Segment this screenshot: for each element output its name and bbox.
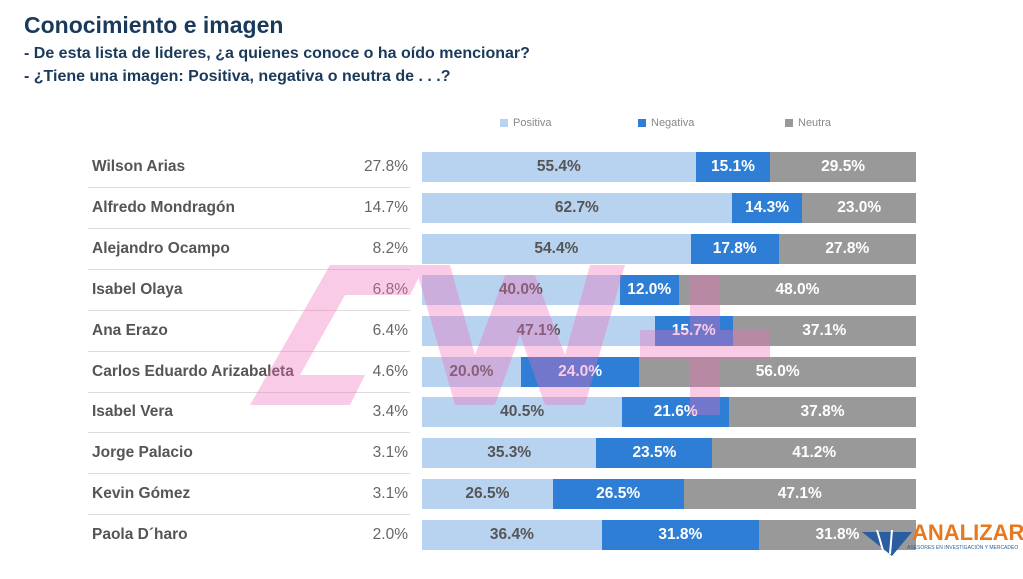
bar-negativa: 15.7% (654, 315, 733, 346)
bar-neutra: 23.0% (802, 192, 916, 223)
awareness-value: 8.2% (372, 239, 408, 257)
legend-neutra: Neutra (785, 117, 831, 129)
legend-label: Positiva (513, 117, 552, 129)
bar-neutra: 47.1% (683, 479, 916, 510)
logo-tagline: ASESORES EN INVESTIGACIÓN Y MERCADEO (907, 545, 1019, 551)
awareness-value: 6.8% (340, 275, 408, 305)
bar-negativa: 17.8% (690, 233, 779, 264)
row-divider (88, 473, 410, 475)
question-1: - De esta lista de lideres, ¿a quienes c… (24, 45, 530, 62)
legend-swatch (785, 119, 793, 127)
category-label: Isabel Vera (92, 403, 174, 421)
awareness-value: 4.6% (372, 362, 408, 380)
awareness-value: 3.4% (372, 403, 408, 421)
category-label: Wilson Arias (92, 158, 186, 175)
row-divider (88, 350, 410, 352)
bar-negativa: 12.0% (619, 274, 679, 305)
bar-positiva: 35.3% (422, 438, 597, 469)
bar-negativa: 21.6% (622, 397, 730, 428)
row-divider (88, 432, 410, 434)
page-title: Conocimiento e imagen (24, 12, 284, 38)
awareness-value: 2.0% (372, 526, 408, 544)
awareness-value: 14.7% (364, 198, 408, 216)
bar-neutra: 37.1% (732, 315, 916, 346)
awareness-value: 27.8% (364, 158, 408, 175)
bar-positiva: 55.4% (422, 152, 696, 182)
bar-positiva: 40.0% (422, 274, 620, 305)
bar-negativa: 24.0% (520, 356, 640, 387)
row-divider (88, 268, 410, 270)
legend-positiva: Positiva (500, 117, 552, 129)
bar-negativa: 26.5% (552, 479, 684, 510)
category-label: Kevin Gómez (92, 485, 191, 503)
row-divider (88, 187, 410, 188)
bar-neutra: 29.5% (770, 152, 916, 182)
row-divider (88, 227, 410, 229)
bar-negativa: 31.8% (601, 520, 759, 551)
bar-positiva: 40.5% (422, 397, 623, 428)
category-label: Carlos Eduardo Arizabaleta (92, 362, 294, 380)
bar-positiva: 36.4% (422, 520, 602, 551)
legend-swatch (500, 119, 508, 127)
bar-positiva: 54.4% (422, 233, 691, 264)
bar-positiva: 26.5% (422, 479, 553, 510)
awareness-value: 6.4% (372, 321, 408, 339)
category-label: Ana Erazo (92, 321, 168, 339)
bar-neutra: 37.8% (729, 397, 916, 428)
bar-negativa: 14.3% (731, 192, 803, 223)
analizar-logo: ANALIZAR (912, 520, 1023, 545)
legend-label: Negativa (651, 117, 695, 129)
awareness-value: 3.1% (372, 485, 408, 503)
category-label: Alfredo Mondragón (92, 198, 235, 216)
bar-neutra: 56.0% (639, 356, 916, 387)
row-divider (88, 514, 410, 516)
bar-neutra: 41.2% (712, 438, 916, 469)
legend-negativa: Negativa (638, 117, 694, 129)
category-label: Alejandro Ocampo (92, 239, 230, 257)
category-label: Jorge Palacio (92, 444, 193, 462)
row-divider (88, 309, 410, 311)
category-label: Paola D´haro (92, 526, 188, 544)
bar-neutra: 48.0% (678, 274, 916, 305)
bar-positiva: 20.0% (422, 356, 521, 387)
bar-neutra: 27.8% (778, 233, 916, 264)
legend-swatch (638, 119, 646, 127)
awareness-value: 3.1% (372, 444, 408, 462)
question-2: - ¿Tiene una imagen: Positiva, negativa … (24, 68, 451, 85)
bar-positiva: 62.7% (422, 192, 732, 223)
legend-label: Neutra (798, 117, 832, 129)
logo-mark-icon (862, 530, 912, 556)
bar-positiva: 47.1% (422, 315, 655, 346)
bar-negativa: 15.1% (695, 152, 771, 182)
category-label: Isabel Olaya (92, 280, 183, 298)
bar-negativa: 23.5% (596, 438, 713, 469)
row-divider (88, 391, 410, 393)
watermark-icon (250, 265, 770, 415)
